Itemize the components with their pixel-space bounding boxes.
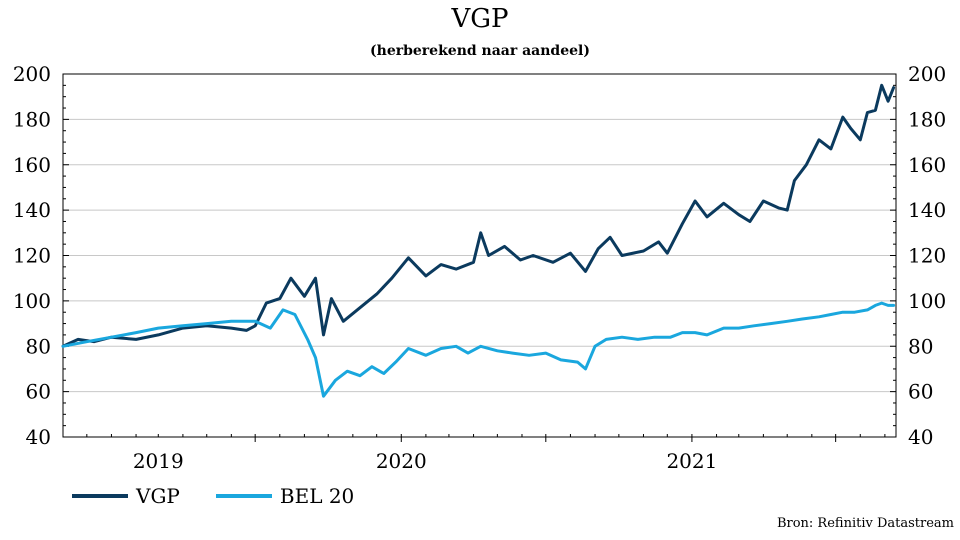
y-tick-label-right: 140 <box>908 198 946 222</box>
y-tick-label-left: 180 <box>13 107 51 131</box>
y-tick-label-right: 60 <box>908 380 933 404</box>
legend-item-vgp: VGP <box>72 484 180 508</box>
y-tick-label-right: 180 <box>908 107 946 131</box>
y-tick-label-right: 40 <box>908 425 933 449</box>
y-tick-label-right: 80 <box>908 334 933 358</box>
legend: VGP BEL 20 <box>72 484 354 508</box>
x-tick-labels: 2019 2020 2021 <box>133 449 718 473</box>
chart-title: VGP <box>451 4 509 34</box>
x-tick-label: 2020 <box>376 449 427 473</box>
series-line-vgp <box>61 83 896 348</box>
plot-frame <box>62 73 897 438</box>
gridlines <box>63 118 896 393</box>
legend-label-bel20: BEL 20 <box>279 484 355 508</box>
y-tick-label-left: 120 <box>13 244 51 268</box>
y-tick-labels: 40 40 60 60 80 80 100 100 120 120 140 140 160 160 180 1… <box>13 62 946 449</box>
x-tick-label: 2021 <box>666 449 717 473</box>
y-tick-label-left: 80 <box>26 334 51 358</box>
chart-subtitle: (herberekend naar aandeel) <box>370 43 590 59</box>
legend-item-bel20: BEL 20 <box>215 484 355 508</box>
legend-swatch-vgp <box>72 494 128 498</box>
legend-label-vgp: VGP <box>136 484 180 508</box>
legend-swatch-bel20 <box>215 494 272 498</box>
y-tick-label-right: 120 <box>908 244 946 268</box>
y-tick-label-right: 160 <box>908 153 946 177</box>
source-note: Bron: Refinitiv Datastream <box>776 516 954 531</box>
y-tick-label-left: 60 <box>26 380 51 404</box>
y-tick-label-left: 160 <box>13 153 51 177</box>
y-tick-label-right: 200 <box>908 62 946 86</box>
y-tick-label-left: 200 <box>13 62 51 86</box>
y-tick-label-left: 100 <box>13 289 51 313</box>
y-tick-label-left: 140 <box>13 198 51 222</box>
series-lines <box>61 83 896 398</box>
y-tick-label-left: 40 <box>26 425 51 449</box>
series-line-bel20 <box>61 301 896 398</box>
x-tick-label: 2019 <box>133 449 184 473</box>
y-tick-label-right: 100 <box>908 289 946 313</box>
axes <box>62 73 897 442</box>
